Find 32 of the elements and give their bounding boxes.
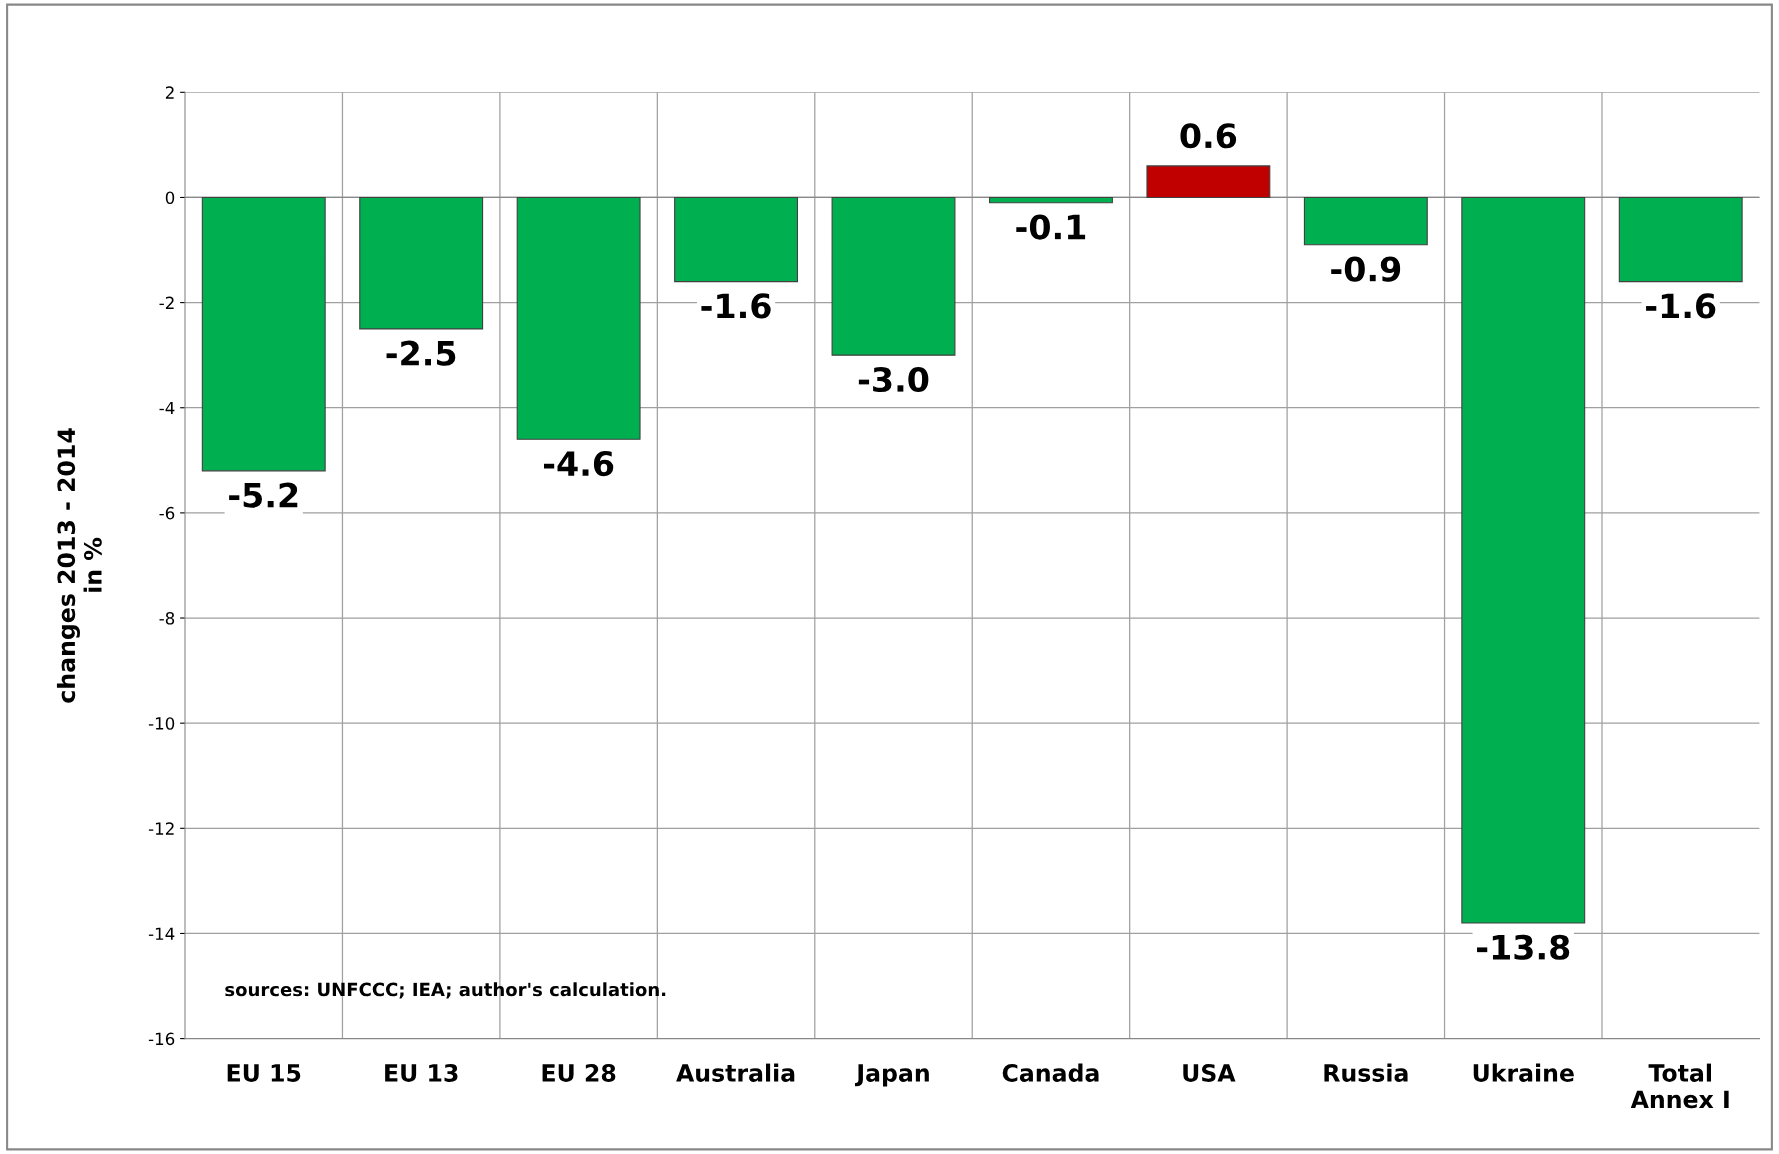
data-label: 0.6 bbox=[1180, 123, 1237, 149]
y-tick-label: -14 bbox=[148, 927, 175, 940]
y-tick-label: -10 bbox=[148, 717, 175, 730]
y-tick-label: -16 bbox=[148, 1032, 175, 1046]
y-tick-label: 2 bbox=[165, 86, 174, 99]
y-tick-label: -6 bbox=[159, 506, 175, 520]
data-label: -2.5 bbox=[386, 340, 456, 366]
x-tick-label: Ukraine bbox=[1473, 1063, 1574, 1082]
x-tick-label: Japan bbox=[855, 1064, 929, 1087]
data-label: -3.0 bbox=[858, 366, 929, 393]
y-tick-label: -8 bbox=[159, 611, 175, 625]
y-tick-label: -2 bbox=[159, 296, 174, 309]
x-tick-label: Total Annex I bbox=[1630, 1063, 1729, 1109]
y-tick-label: -4 bbox=[159, 401, 175, 415]
annotation: sources: UNFCCC; IEA; author's calculation. bbox=[225, 982, 666, 999]
x-tick-label: USA bbox=[1183, 1064, 1236, 1082]
data-label: -4.6 bbox=[543, 451, 614, 477]
x-tick-label: Russia bbox=[1324, 1063, 1408, 1082]
x-tick-label: Australia bbox=[676, 1063, 795, 1082]
x-tick-label: Canada bbox=[1002, 1063, 1099, 1082]
data-label: -0.1 bbox=[1016, 214, 1086, 240]
y-axis-title: changes 2013 - 2014 in % bbox=[56, 428, 102, 703]
x-tick-label: EU 13 bbox=[385, 1064, 458, 1082]
x-tick-label: EU 15 bbox=[227, 1064, 301, 1082]
data-label: -1.6 bbox=[701, 293, 771, 319]
data-label: -1.6 bbox=[1646, 293, 1716, 319]
data-label: -5.2 bbox=[229, 482, 298, 508]
x-tick-label: EU 28 bbox=[542, 1064, 616, 1082]
y-tick-label: 0 bbox=[165, 191, 175, 205]
data-label: -13.8 bbox=[1477, 934, 1570, 960]
y-tick-label: -12 bbox=[148, 822, 174, 835]
data-label: -0.9 bbox=[1331, 256, 1401, 282]
